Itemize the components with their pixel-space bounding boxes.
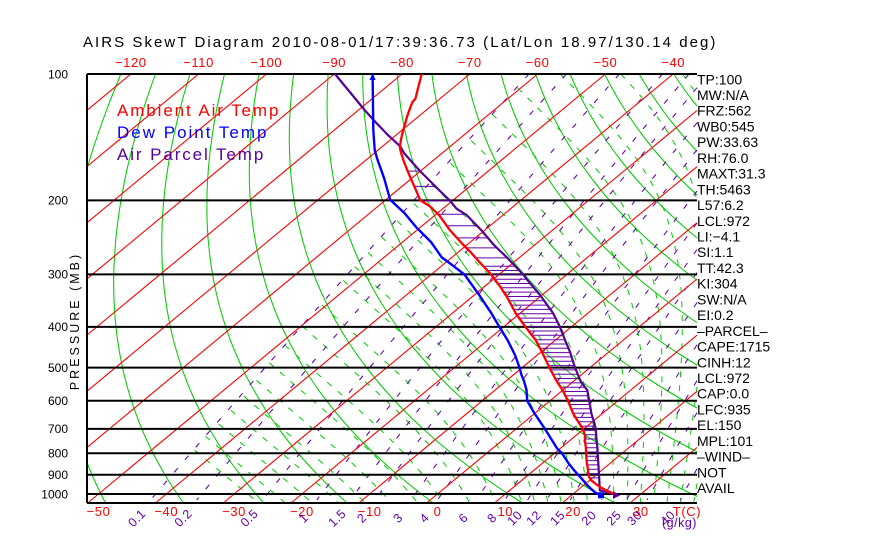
svg-text:−30: −30 (222, 504, 246, 519)
svg-text:LCL:972: LCL:972 (697, 370, 750, 386)
svg-text:Ambient Air Temp: Ambient Air Temp (117, 101, 280, 120)
svg-text:TT:42.3: TT:42.3 (697, 260, 744, 276)
svg-text:−10: −10 (358, 504, 382, 519)
svg-text:−50: −50 (87, 504, 111, 519)
svg-text:MPL:101: MPL:101 (697, 433, 753, 449)
svg-text:−100: −100 (251, 55, 283, 70)
svg-text:600: 600 (48, 394, 68, 408)
svg-text:−70: −70 (458, 55, 482, 70)
svg-text:100: 100 (48, 67, 68, 81)
svg-text:−60: −60 (526, 55, 550, 70)
svg-text:−120: −120 (115, 55, 147, 70)
svg-text:–PARCEL–: –PARCEL– (697, 323, 768, 339)
svg-text:TH:5463: TH:5463 (697, 181, 751, 197)
svg-text:EL:150: EL:150 (697, 417, 742, 433)
svg-text:CINH:12: CINH:12 (697, 354, 751, 370)
svg-text:FRZ:562: FRZ:562 (697, 103, 752, 119)
svg-text:SI:1.1: SI:1.1 (697, 244, 734, 260)
svg-text:LI:−4.1: LI:−4.1 (697, 229, 740, 245)
svg-text:−110: −110 (183, 55, 214, 70)
svg-text:Dew Point Temp: Dew Point Temp (117, 123, 268, 142)
svg-text:LFC:935: LFC:935 (697, 401, 751, 417)
svg-text:20: 20 (565, 504, 581, 519)
svg-text:MAXT:31.3: MAXT:31.3 (697, 166, 766, 182)
svg-text:300: 300 (48, 268, 68, 282)
svg-text:LCL:972: LCL:972 (697, 213, 750, 229)
svg-text:MW:N/A: MW:N/A (697, 87, 750, 103)
svg-text:PRESSURE (MB): PRESSURE (MB) (68, 252, 82, 390)
svg-text:0: 0 (434, 504, 442, 519)
svg-text:200: 200 (48, 194, 68, 208)
svg-text:−90: −90 (322, 55, 346, 70)
svg-text:−40: −40 (661, 55, 685, 70)
svg-text:(g/kg): (g/kg) (662, 516, 697, 530)
svg-text:−20: −20 (290, 504, 314, 519)
svg-text:AVAIL: AVAIL (697, 480, 735, 496)
svg-text:700: 700 (48, 422, 68, 436)
svg-text:TP:100: TP:100 (697, 71, 742, 87)
svg-text:EI:0.2: EI:0.2 (697, 307, 734, 323)
svg-text:−40: −40 (154, 504, 178, 519)
svg-text:PW:33.63: PW:33.63 (697, 134, 758, 150)
svg-text:30: 30 (633, 504, 649, 519)
svg-text:CAPE:1715: CAPE:1715 (697, 339, 770, 355)
svg-text:−80: −80 (390, 55, 414, 70)
svg-text:Air Parcel Temp: Air Parcel Temp (117, 145, 265, 164)
svg-text:−50: −50 (593, 55, 617, 70)
svg-text:KI:304: KI:304 (697, 276, 738, 292)
svg-text:CAP:0.0: CAP:0.0 (697, 386, 749, 402)
svg-text:500: 500 (48, 361, 68, 375)
svg-text:RH:76.0: RH:76.0 (697, 150, 749, 166)
svg-text:10: 10 (497, 504, 513, 519)
svg-text:T(C): T(C) (673, 504, 701, 519)
svg-text:800: 800 (48, 447, 68, 461)
svg-text:L57:6.2: L57:6.2 (697, 197, 744, 213)
svg-text:NOT: NOT (697, 464, 727, 480)
svg-text:400: 400 (48, 320, 68, 334)
svg-text:900: 900 (48, 468, 68, 482)
svg-text:SW:N/A: SW:N/A (697, 291, 747, 307)
svg-text:1000: 1000 (41, 487, 68, 501)
svg-text:WB0:545: WB0:545 (697, 119, 755, 135)
svg-text:–WIND–: –WIND– (697, 449, 750, 465)
svg-text:AIRS SkewT Diagram 2010-08-01/: AIRS SkewT Diagram 2010-08-01/17:39:36.7… (83, 34, 717, 51)
